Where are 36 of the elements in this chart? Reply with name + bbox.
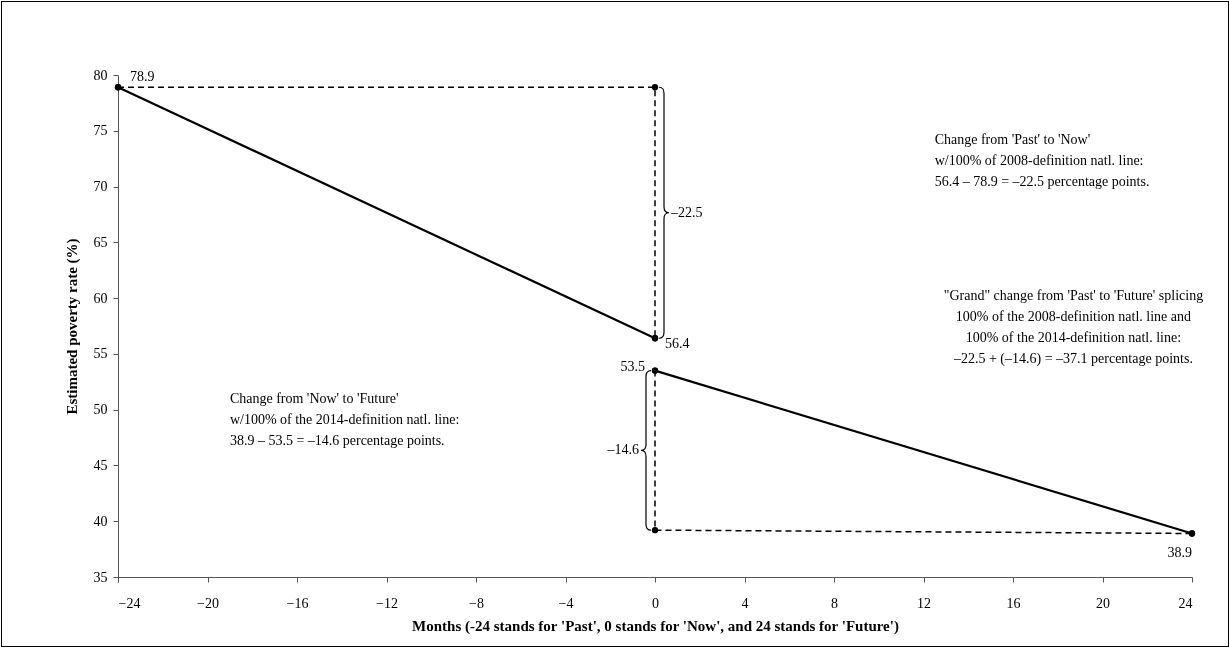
x-tick-label: −4 xyxy=(558,595,574,611)
x-tick-label: −20 xyxy=(197,595,219,611)
y-tick-label: 45 xyxy=(93,457,108,473)
x-tick-label: 4 xyxy=(741,595,749,611)
y-tick-label: 50 xyxy=(93,402,108,418)
x-tick-label: 0 xyxy=(652,595,659,611)
y-tick-label: 35 xyxy=(93,569,108,585)
x-axis-title: Months (-24 stands for 'Past', 0 stands for 'Now', and 24 stands for 'Future') xyxy=(412,617,899,635)
annotation: 53.5 xyxy=(620,358,645,374)
point xyxy=(651,84,659,91)
annotation: –14.6 xyxy=(606,442,639,458)
x-tick-label: 16 xyxy=(1006,595,1021,611)
y-tick-label: 70 xyxy=(93,179,108,195)
x-tick-label: −12 xyxy=(376,595,398,611)
annotation: 38.9 xyxy=(1167,545,1192,561)
annotation: 78.9 xyxy=(130,69,155,85)
y-tick-label: 40 xyxy=(93,513,108,529)
y-tick-label: 55 xyxy=(93,346,108,362)
x-tick-label: 24 xyxy=(1178,595,1193,611)
annotation: Change from 'Past' to 'Now' w/100% of 2008-definition natl. line: 56.4 – 78.9 = –22.5 percentage points. xyxy=(934,132,1150,190)
annotation: "Grand" change from 'Past' to 'Future' splicing 100% of the 2008-definition natl. line and 100% of the 2014-definition natl. line: –22.5 + (–14.6) = –37.1 percentage points. xyxy=(943,288,1204,368)
y-axis-title: Estimated poverty rate (%) xyxy=(63,238,81,415)
y-tick-label: 60 xyxy=(93,290,108,306)
y-tick-label: 80 xyxy=(93,67,108,83)
x-tick-label: 12 xyxy=(917,595,931,611)
x-tick-label: −24 xyxy=(118,595,141,611)
annotation: 56.4 xyxy=(665,336,690,352)
x-tick-label: 20 xyxy=(1096,595,1110,611)
x-tick-label: −8 xyxy=(469,595,484,611)
x-tick-label: −16 xyxy=(286,595,309,611)
annotation: Change from 'Now' to 'Future' w/100% of the 2014-definition natl. line: 38.9 – 53.5 = –14.6 percentage points. xyxy=(229,390,460,448)
annotation: –22.5 xyxy=(670,204,703,220)
point xyxy=(651,526,659,534)
y-tick-label: 65 xyxy=(93,234,108,250)
y-tick-label: 75 xyxy=(93,123,108,139)
x-tick-label: 8 xyxy=(831,595,838,611)
